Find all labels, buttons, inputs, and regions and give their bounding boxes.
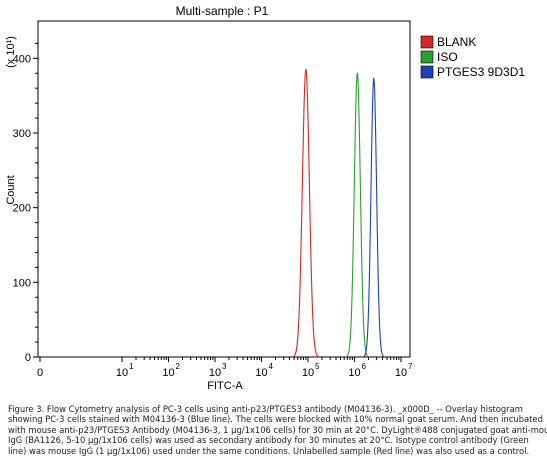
x-axis-label: FITC-A [207, 380, 243, 392]
histogram-series [291, 68, 385, 358]
figure-caption: Figure 3. Flow Cytometry analysis of PC-… [8, 404, 547, 456]
y-tick-label: 300 [13, 128, 31, 140]
x-tick-exponent: 5 [315, 362, 320, 371]
chart-title: Multi-sample : P1 [176, 4, 269, 18]
legend-swatch [420, 35, 434, 49]
legend-label: PTGES3 9D3D1 [437, 65, 525, 79]
caption-line: with mouse anti-p23/PTGES3 Antibody (M04… [8, 424, 547, 435]
x-tick-label: 0 [37, 367, 43, 379]
y-tick-label: 100 [13, 277, 31, 289]
histogram-chart: Multi-sample : P1 (x 10¹) Count FITC-A 0… [5, 4, 525, 392]
y-axis-ticks: 0 100 200 300 400 [13, 42, 38, 364]
legend-swatch [420, 65, 434, 79]
caption-line: IgG (BA1126, 5-10 µg/1x106 cells) was us… [8, 435, 529, 446]
x-tick-exponent: 3 [222, 362, 227, 371]
x-tick-label: 10 [116, 367, 128, 379]
x-tick-label: 10 [209, 367, 221, 379]
x-tick-label: 10 [255, 367, 267, 379]
series-line-iso [345, 71, 370, 358]
legend-label: ISO [437, 50, 458, 64]
caption-line: line) was mouse IgG (1 µg/1x106) used un… [8, 445, 530, 456]
legend-label: BLANK [437, 35, 476, 49]
legend-swatch [420, 50, 434, 64]
x-tick-label: 10 [162, 367, 174, 379]
x-tick-exponent: 6 [362, 362, 367, 371]
x-tick-label: 10 [395, 367, 407, 379]
y-tick-label: 400 [13, 53, 31, 65]
y-axis-multiplier: (x 10¹) [5, 36, 17, 68]
caption-line: Figure 3. Flow Cytometry analysis of PC-… [8, 404, 523, 414]
series-line-blank [291, 68, 320, 358]
x-tick-exponent: 1 [129, 362, 134, 371]
plot-frame [37, 20, 411, 358]
x-tick-label: 10 [302, 367, 314, 379]
caption-line: showing PC-3 cells stained with M04136-3… [8, 414, 543, 425]
x-tick-label: 10 [348, 367, 360, 379]
x-tick-exponent: 4 [269, 362, 274, 371]
x-tick-exponent: 2 [176, 362, 181, 371]
y-tick-label: 200 [13, 203, 31, 215]
y-tick-label: 0 [25, 352, 31, 364]
y-axis-label: Count [5, 175, 17, 204]
x-tick-exponent: 7 [408, 362, 413, 371]
series-line-ptges3-9d3d1 [362, 77, 385, 358]
